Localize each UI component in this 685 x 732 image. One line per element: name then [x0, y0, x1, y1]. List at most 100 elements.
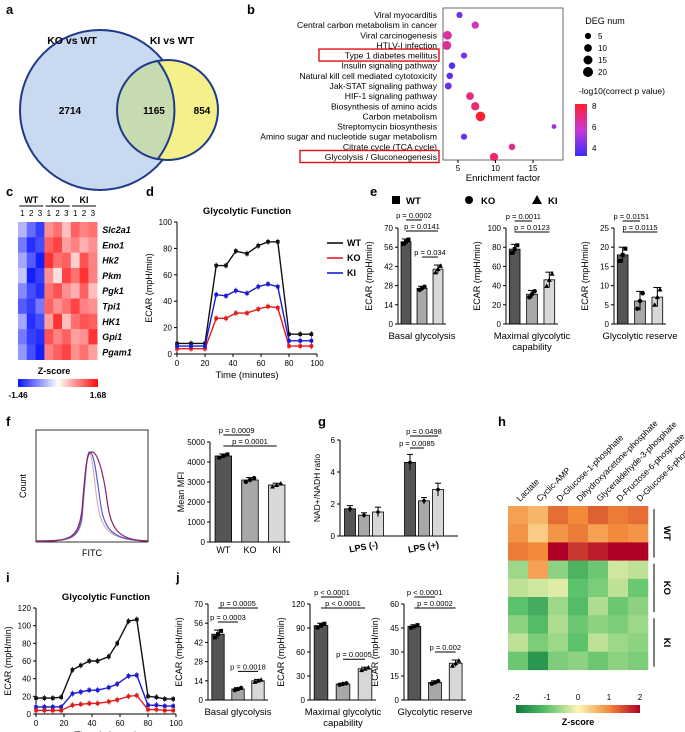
metabolite-label: Glyceraldehyde-3-phosphate [594, 419, 678, 503]
panel-g: g 0 2 4 6 NAD+/NADH ratio LPS (-) LPS (+) p = 0.… [312, 414, 458, 555]
legend-tick: -1 [543, 693, 551, 702]
data-point [401, 241, 406, 246]
panel-label: a [6, 2, 14, 17]
data-point [362, 513, 366, 517]
x-tick-label: KI [272, 545, 281, 555]
heatmap-cell [26, 344, 36, 360]
pathway-label: Viral carcinogenesis [360, 30, 437, 40]
y-tick-label: 14 [194, 677, 203, 686]
panel-j: j 0 14 28 42 56 70 ECAR (mpH/min) Basal glycolys… [174, 570, 472, 729]
data-point [449, 663, 455, 668]
venn-only2-count: 854 [194, 106, 211, 117]
data-point [362, 666, 368, 671]
x-axis-label: Basal glycolysis [388, 331, 455, 342]
y-tick-label: 90 [296, 624, 305, 633]
heatmap-cell [53, 313, 63, 330]
pvalue-label: p = 0.0011 [506, 212, 541, 221]
heatmap-cell [44, 267, 54, 284]
heatmap-cell [548, 578, 569, 598]
pvalue-label: p < 0.0001 [325, 599, 361, 608]
heatmap-cell [62, 252, 72, 269]
heatmap-cell [88, 283, 98, 299]
bar [344, 508, 356, 537]
pvalue-label: p < 0.0001 [407, 588, 443, 597]
data-point [532, 288, 537, 294]
y-axis-label: ECAR (mpH/min) [144, 253, 154, 323]
heatmap-cell [70, 283, 80, 299]
group-label: KO [661, 581, 672, 595]
heatmap-cell [18, 283, 28, 299]
replicate-label: 2 [29, 209, 34, 218]
heatmap-cell [568, 651, 589, 671]
color-legend-tick: 8 [592, 102, 597, 111]
heatmap-cell [26, 283, 36, 299]
heatmap-cell [608, 651, 629, 671]
data-point [408, 460, 412, 465]
heatmap-cell [88, 267, 98, 284]
legend-max: 1.68 [90, 390, 107, 400]
enrichment-dot [551, 124, 557, 129]
data-point [409, 625, 414, 630]
heatmap-cell [568, 506, 589, 525]
heatmap-cell [18, 298, 28, 315]
color-legend-tick: 6 [592, 123, 597, 132]
heatmap-cell [588, 651, 609, 671]
x-axis-label: Time (minutes) [216, 370, 279, 381]
pathway-label: Glycolysis / Gluconeogenesis [325, 152, 437, 162]
x-axis-label: capability [323, 718, 363, 729]
y-tick-label: 45 [390, 624, 399, 633]
heatmap-cell [628, 506, 649, 525]
y-tick-label: 20 [600, 243, 609, 252]
heatmap-cell [528, 651, 549, 671]
bar-WT [400, 241, 412, 325]
heatmap-cell [26, 313, 36, 330]
heatmap-cell [608, 542, 629, 561]
y-tick-label: 5000 [187, 438, 205, 447]
enrichment-dot [456, 11, 463, 19]
heatmap-cell [70, 252, 80, 269]
bar-WT [616, 254, 629, 325]
y-axis-label: Mean MFI [176, 472, 186, 513]
y-tick-label: 120 [18, 604, 32, 613]
y-tick-label: 4 [331, 468, 336, 477]
y-axis-label: ECAR (mpH/min) [370, 617, 380, 687]
x-tick-label: 0 [34, 719, 39, 728]
enrichment-dot [489, 152, 499, 162]
data-point [422, 499, 426, 503]
data-point [436, 678, 441, 684]
y-tick-label: 25 [600, 224, 609, 233]
pathway-label: HIF-1 signaling pathway [345, 91, 438, 101]
data-point [322, 621, 327, 626]
heatmap-cell [35, 252, 45, 269]
data-point [337, 682, 342, 687]
histogram-frame [35, 429, 149, 543]
enrichment-dot [475, 111, 486, 122]
gene-label: Gpi1 [102, 332, 122, 342]
heatmap-cell [70, 237, 80, 253]
heatmap-cell [35, 344, 45, 360]
venn-overlap [116, 59, 176, 161]
x-tick-label: 60 [116, 719, 125, 728]
y-axis-label: ECAR (mpH/min) [364, 241, 374, 311]
data-point [657, 286, 663, 292]
group-label: WT [24, 195, 38, 205]
y-tick-label: 80 [22, 639, 31, 648]
data-point [243, 479, 249, 485]
y-tick-label: 80 [163, 244, 172, 253]
y-tick-label: 20 [22, 692, 31, 701]
data-point [620, 252, 625, 257]
heatmap-cell [528, 506, 549, 525]
heatmap-cell [608, 560, 629, 580]
x-axis-label: Basal glycolysis [204, 707, 271, 718]
y-tick-label: 40 [163, 297, 172, 306]
heatmap-cell [35, 329, 45, 345]
heatmap-cell [568, 615, 589, 634]
replicate-label: 1 [73, 209, 78, 218]
heatmap-cell [70, 329, 80, 345]
heatmap-cell [88, 222, 98, 238]
heatmap-cell [588, 633, 609, 652]
bar-KI [267, 484, 286, 543]
x-tick-label: 15 [529, 164, 538, 173]
y-tick-label: 56 [194, 619, 203, 628]
x-tick-label: 60 [257, 359, 266, 368]
